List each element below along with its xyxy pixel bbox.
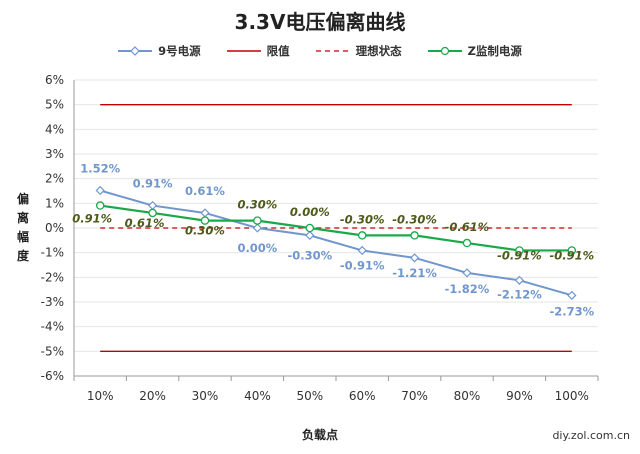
x-tick-label: 70%	[401, 389, 428, 403]
series-point-1	[462, 268, 472, 278]
data-label-series-2: -0.91%	[497, 248, 542, 262]
series-point-2	[357, 231, 367, 240]
y-tick-label: 0%	[45, 221, 64, 235]
y-axis-label: 偏离幅度	[16, 192, 29, 263]
legend-marker-series-2	[427, 46, 462, 56]
x-tick-label: 50%	[296, 389, 323, 403]
y-tick-label: 4%	[45, 122, 64, 136]
y-tick-label: 1%	[45, 196, 64, 210]
data-label-series-2: -0.91%	[549, 248, 594, 262]
x-tick-label: 20%	[139, 389, 166, 403]
legend-label-series-2: Z监制电源	[467, 44, 522, 58]
data-label-series-1: -1.82%	[445, 282, 490, 296]
series-point-2	[200, 216, 210, 225]
series-point-1	[514, 275, 525, 285]
series-point-2	[410, 231, 419, 240]
x-tick-label: 30%	[192, 389, 219, 403]
y-tick-label: -6%	[41, 369, 64, 383]
y-tick-label: -5%	[41, 344, 64, 358]
series-point-2	[567, 246, 577, 255]
y-tick-label: 3%	[45, 147, 64, 161]
y-tick-label: 2%	[45, 172, 64, 186]
data-label-series-2: 0.30%	[237, 198, 277, 212]
y-tick-label: -3%	[41, 295, 64, 309]
data-label-series-1: -1.21%	[392, 266, 437, 280]
series-point-2	[305, 223, 315, 233]
series-point-2	[95, 201, 105, 210]
legend-label-limit: 限值	[266, 44, 290, 58]
data-label-series-2: -0.61%	[445, 220, 490, 234]
x-tick-label: 40%	[244, 389, 271, 403]
y-tick-label: -2%	[41, 270, 64, 284]
legend-marker-ideal	[315, 50, 350, 52]
series-point-1	[95, 185, 105, 196]
data-label-series-2: -0.30%	[392, 212, 437, 226]
series-point-1	[252, 223, 263, 233]
x-tick-label: 100%	[555, 389, 589, 403]
x-tick-label: 90%	[506, 389, 533, 403]
series-point-2	[462, 238, 472, 248]
data-label-series-2: 0.00%	[290, 205, 330, 219]
legend-label-series-1: 9号电源	[158, 44, 201, 58]
data-label-series-1: -2.12%	[497, 287, 542, 301]
data-label-series-1: 0.91%	[133, 177, 173, 191]
series-point-1	[357, 245, 367, 256]
data-label-series-2: 0.30%	[185, 224, 225, 238]
data-label-series-2: 0.61%	[125, 216, 165, 230]
series-point-1	[409, 253, 420, 263]
y-tick-label: -4%	[41, 320, 64, 334]
x-tick-label: 60%	[349, 389, 376, 403]
series-point-1	[305, 230, 315, 241]
series-line-1	[99, 189, 573, 297]
data-label-series-1: -0.91%	[340, 258, 385, 272]
data-label-series-2: 0.91%	[72, 212, 112, 226]
legend-label-ideal: 理想状态	[355, 44, 402, 58]
legend-marker-series-1	[118, 46, 153, 56]
legend-item-ideal: 理想状态	[315, 43, 402, 59]
x-tick-label: 80%	[454, 389, 481, 403]
y-tick-label: 6%	[45, 73, 64, 87]
series-line-2	[100, 204, 572, 252]
series-point-2	[515, 246, 524, 255]
data-label-series-1: -2.73%	[549, 304, 594, 318]
site-watermark: diy.zol.com.cn	[552, 429, 630, 442]
series-point-1	[567, 290, 577, 300]
y-tick-label: -1%	[41, 246, 64, 260]
series-point-2	[253, 216, 262, 225]
series-point-1	[200, 208, 210, 218]
series-point-2	[148, 208, 157, 218]
legend-marker-limit	[226, 50, 261, 52]
legend-item-limit: 限值	[226, 43, 290, 59]
legend-item-series-2: Z监制电源	[427, 43, 522, 59]
data-label-series-1: 0.00%	[237, 241, 277, 255]
data-label-series-2: -0.30%	[340, 212, 385, 226]
chart-legend: 9号电源 限值 理想状态 Z监制电源	[0, 43, 640, 59]
data-label-series-1: 0.61%	[185, 184, 225, 198]
data-label-series-1: 1.52%	[80, 162, 120, 176]
y-tick-label: 5%	[45, 98, 64, 112]
x-axis-label: 负载点	[301, 428, 338, 442]
x-tick-label: 10%	[87, 389, 114, 403]
legend-item-series-1: 9号电源	[118, 43, 201, 59]
chart-title: 3.3V电压偏离曲线	[234, 10, 406, 34]
data-label-series-1: -0.30%	[287, 248, 332, 262]
